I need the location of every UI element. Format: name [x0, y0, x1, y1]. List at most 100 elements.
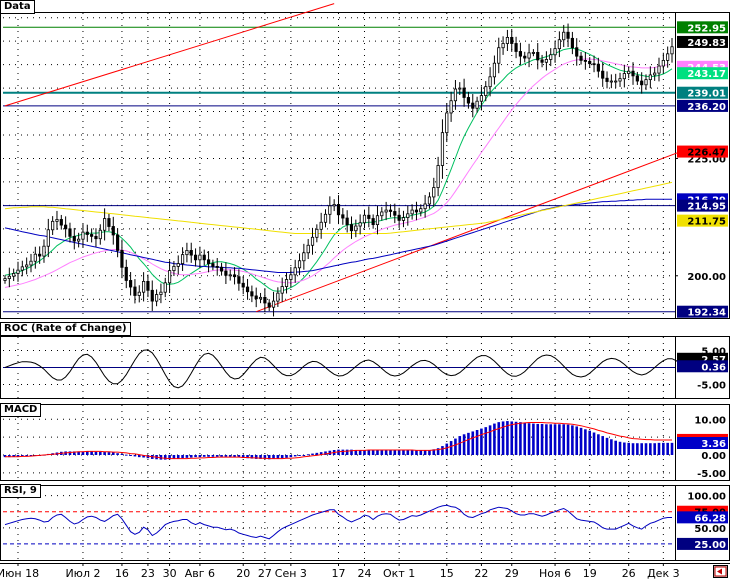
candle-body — [397, 214, 401, 221]
macd-histogram-bar — [423, 450, 427, 455]
macd-histogram-bar — [571, 425, 574, 455]
candle-body — [154, 294, 159, 302]
candle-body — [579, 55, 583, 61]
candle-body — [657, 65, 661, 74]
candle-body — [410, 209, 414, 215]
macd-histogram-bar — [623, 442, 626, 455]
macd-histogram-bar — [558, 424, 561, 455]
candle-body — [306, 244, 310, 254]
macd-histogram-bar — [406, 450, 410, 455]
candle-body — [345, 217, 349, 226]
price-panel-frame — [0, 12, 730, 319]
candle-body — [601, 70, 605, 79]
macd-histogram-bar — [397, 450, 401, 455]
price-tag-236.20: 236.20 — [687, 102, 726, 113]
price-tag-249.83: 249.83 — [687, 38, 726, 49]
macd-histogram-bar — [302, 455, 306, 456]
macd-histogram-bar — [597, 434, 600, 455]
trend-line-0 — [4, 3, 335, 107]
macd-histogram-bar — [319, 452, 323, 455]
macd-signal-line — [5, 422, 672, 460]
macd-histogram-bar — [471, 431, 475, 455]
candle-body — [189, 250, 193, 256]
candle-body — [614, 80, 618, 83]
macd-histogram-bar — [233, 455, 236, 458]
macd-histogram-bar — [202, 455, 206, 457]
macd-histogram-bar — [211, 455, 215, 457]
macd-histogram-bar — [103, 451, 106, 455]
candle-body — [631, 70, 635, 77]
candle-body — [367, 214, 371, 219]
rsi-tag-66.28-bg — [677, 511, 728, 524]
macd-histogram-bar — [549, 424, 553, 455]
macd-tag-3.36-bg — [677, 437, 728, 449]
candle-body — [293, 267, 297, 276]
candle-body — [12, 273, 16, 277]
candle-body — [7, 275, 11, 279]
candle-body — [137, 291, 141, 296]
macd-histogram-bar — [345, 449, 349, 455]
macd-histogram-bar — [185, 455, 189, 458]
macd-histogram-bar — [129, 455, 132, 456]
macd-histogram-bar — [341, 449, 345, 455]
rsi-tag-25.00: 25.00 — [694, 540, 726, 551]
macd-histogram-bar — [640, 443, 643, 455]
macd-histogram-bar — [384, 450, 388, 455]
macd-histogram-bar — [553, 424, 557, 455]
rsi-line — [4, 504, 672, 540]
macd-histogram-bar — [77, 451, 80, 455]
scroll-right-button[interactable] — [713, 565, 728, 578]
macd-histogram-bar — [111, 452, 115, 455]
candle-body — [150, 289, 154, 302]
macd-histogram-bar — [449, 441, 453, 455]
candle-body — [523, 55, 527, 59]
candle-body — [64, 224, 68, 230]
scroll-right-arrow-icon — [714, 566, 727, 577]
candle-body — [349, 224, 354, 232]
candle-body — [549, 54, 553, 60]
candle-body — [540, 59, 544, 63]
x-tick-label: 20 — [236, 567, 250, 580]
candle-body — [176, 263, 180, 267]
candle-body — [85, 231, 89, 235]
candle-body — [90, 234, 94, 237]
macd-histogram-bar — [363, 450, 366, 455]
candle-body — [384, 209, 388, 213]
macd-histogram-bar — [21, 455, 24, 457]
macd-histogram-bar — [480, 428, 483, 455]
x-tick-label: 22 — [474, 567, 488, 580]
candle-body — [237, 276, 241, 284]
macd-histogram-bar — [484, 427, 488, 455]
candle-body — [107, 218, 111, 227]
macd-histogram-bar — [540, 423, 544, 455]
macd-histogram-bar — [636, 443, 639, 455]
candle-body — [315, 228, 319, 238]
price-panel-title: Data — [0, 0, 35, 14]
macd-histogram-bar — [120, 453, 124, 455]
candle-body — [72, 235, 76, 242]
macd-histogram-bar — [376, 450, 379, 455]
candle-body — [605, 77, 609, 82]
candle-body — [124, 266, 128, 281]
candle-body — [38, 253, 42, 257]
candle-body — [449, 100, 453, 114]
macd-ytick-label: -5.00 — [697, 469, 726, 480]
macd-histogram-bar — [280, 455, 284, 459]
macd-histogram-bar — [501, 421, 505, 455]
candle-body — [575, 47, 579, 57]
price-tag-211.75: 211.75 — [687, 217, 726, 228]
candle-body — [81, 231, 85, 240]
price-tag-192.34: 192.34 — [687, 308, 726, 319]
macd-histogram-bar — [662, 442, 665, 455]
x-tick-label: Дек 3 — [647, 567, 680, 580]
macd-histogram-bar — [194, 455, 197, 458]
candle-body — [588, 60, 592, 65]
price-tag-214.95-bg — [677, 199, 728, 212]
macd-histogram-bar — [16, 455, 20, 457]
candle-body — [159, 291, 163, 295]
price-tag-239.01: 239.01 — [687, 89, 726, 100]
rsi-tag-66.28: 66.28 — [694, 513, 726, 524]
candle-body — [16, 269, 20, 274]
macd-histogram-bar — [605, 437, 609, 455]
candle-body — [185, 250, 189, 256]
